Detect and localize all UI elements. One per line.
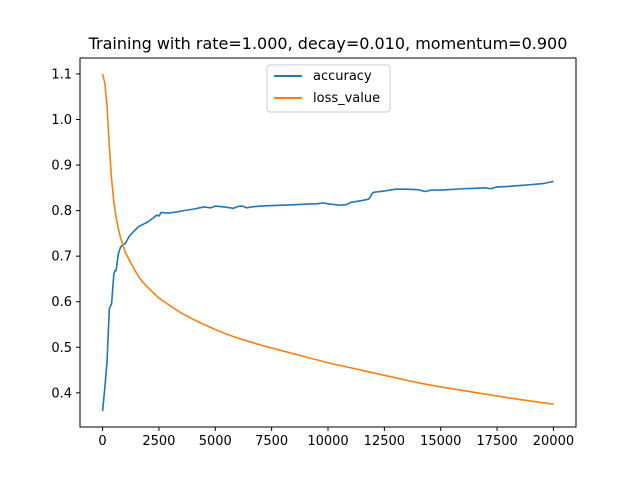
y-tick-label: 1.1 [51,67,72,82]
chart-title: Training with rate=1.000, decay=0.010, m… [88,34,568,53]
y-tick-label: 1.0 [51,113,72,128]
x-tick-label: 10000 [307,434,348,449]
legend-label-loss-value: loss_value [313,91,380,106]
plot-frame [79,57,577,428]
y-tick-label: 0.6 [51,295,72,310]
y-tick-label: 0.9 [51,159,72,174]
y-axis-ticks: 0.4 0.5 0.6 0.7 0.8 0.9 1.0 1.1 [51,67,80,401]
legend-label-accuracy: accuracy [313,69,372,84]
y-tick-label: 0.7 [51,250,72,265]
y-tick-label: 0.4 [51,386,72,401]
x-tick-label: 5000 [199,434,232,449]
x-tick-label: 7500 [255,434,288,449]
series-line-loss-value [101,73,554,406]
x-tick-label: 20000 [533,434,574,449]
y-tick-label: 0.8 [51,204,72,219]
legend: accuracy loss_value [266,64,391,113]
x-tick-label: 15000 [420,434,461,449]
x-tick-label: 2500 [142,434,175,449]
y-tick-label: 0.5 [51,341,72,356]
series-line-accuracy [101,180,554,412]
series-layer [101,73,554,412]
x-axis-ticks: 0 2500 5000 7500 10000 12500 15000 17500 20000 [98,427,574,449]
x-tick-label: 12500 [364,434,405,449]
x-tick-label: 0 [98,434,106,449]
x-tick-label: 17500 [476,434,517,449]
